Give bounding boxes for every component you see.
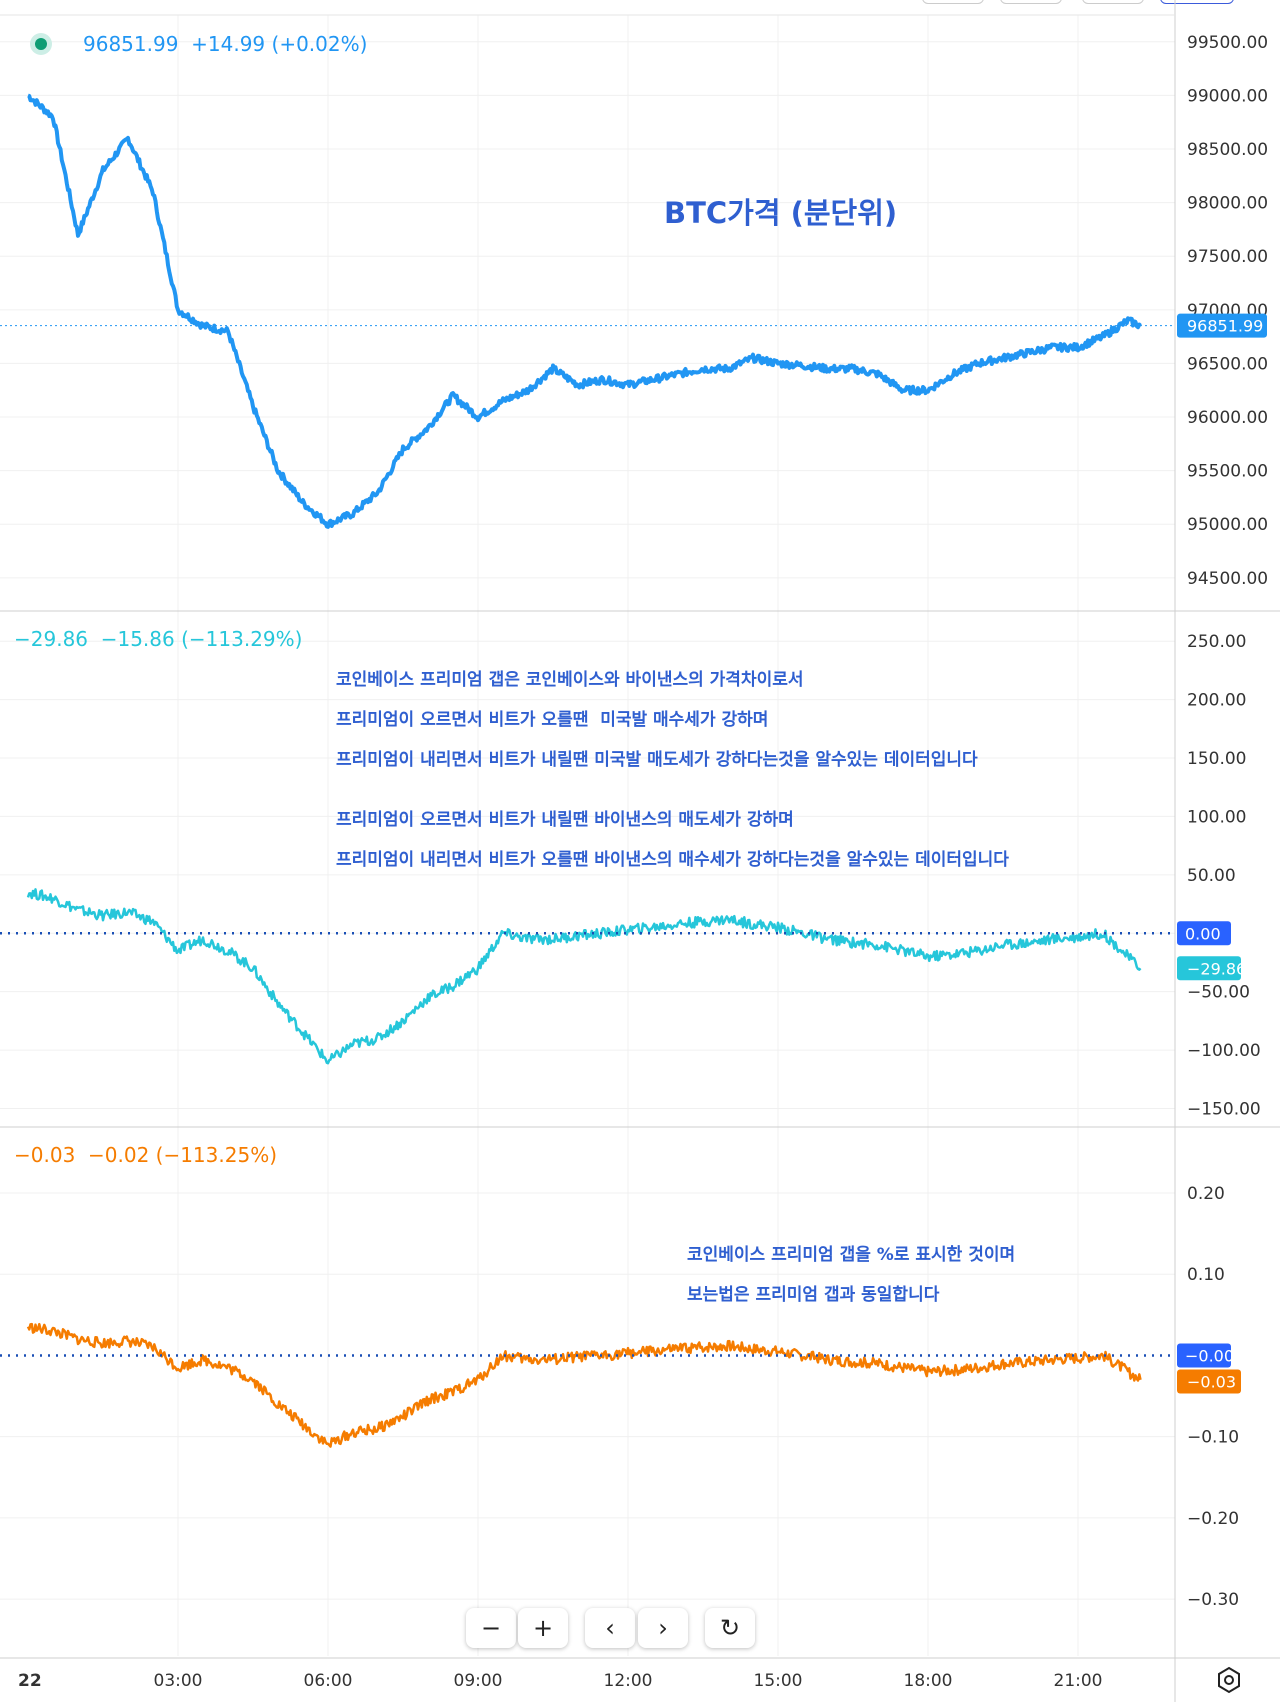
time-tick-label: 15:00	[754, 1671, 803, 1691]
time-tick-label: 06:00	[304, 1671, 353, 1691]
series-line	[26, 1322, 1142, 1448]
time-tick-label: 09:00	[454, 1671, 503, 1691]
pct-note-line: 코인베이스 프리미엄 갭을 %로 표시한 것이며	[687, 1245, 1016, 1265]
price-tick-label: 95500.00	[1187, 462, 1268, 482]
live-dot	[35, 38, 47, 50]
premium-note-line: 프리미엄이 내리면서 비트가 내릴땐 미국발 매도세가 강하다는것을 알수있는 …	[336, 750, 978, 770]
series-line	[26, 888, 1142, 1065]
scroll-right-button[interactable]: ›	[638, 1608, 688, 1648]
btc-title-note: BTC가격 (분단위)	[664, 196, 898, 230]
time-tick-label: 22	[18, 1671, 42, 1691]
price-tick-label: 0.10	[1187, 1265, 1225, 1285]
price-tick-label: 50.00	[1187, 866, 1236, 886]
last-value-badge	[1177, 956, 1241, 981]
price-tick-label: 250.00	[1187, 632, 1246, 652]
settings-icon[interactable]	[1215, 1666, 1243, 1694]
price-tick-label: 0.20	[1187, 1184, 1225, 1204]
price-tick-label: 200.00	[1187, 691, 1246, 711]
series-line	[27, 93, 1142, 529]
scroll-left-button[interactable]: ‹	[585, 1608, 635, 1648]
price-tick-label: −50.00	[1187, 983, 1250, 1003]
price-tick-label: 99000.00	[1187, 86, 1268, 106]
last-value-badge	[1177, 313, 1267, 338]
premium-note-line: 프리미엄이 오르면서 비트가 내릴땐 바이낸스의 매도세가 강하며	[336, 810, 794, 830]
zero-badge	[1177, 921, 1231, 946]
time-tick-label: 03:00	[154, 1671, 203, 1691]
price-tick-label: 150.00	[1187, 749, 1246, 769]
btc-legend: 96851.99 +14.99 (+0.02%)	[83, 32, 368, 56]
pct-note-line: 보는법은 프리미엄 갭과 동일합니다	[687, 1285, 940, 1305]
price-tick-label: 98500.00	[1187, 140, 1268, 160]
last-value-badge	[1177, 1369, 1241, 1394]
price-tick-label: 97500.00	[1187, 247, 1268, 267]
time-tick-label: 18:00	[904, 1671, 953, 1691]
price-tick-label: 94500.00	[1187, 569, 1268, 589]
price-tick-label: 96500.00	[1187, 354, 1268, 374]
last-value-label: −0.03	[1187, 1372, 1236, 1391]
price-tick-label: −0.20	[1187, 1509, 1239, 1529]
premium-pct-legend: −0.03 −0.02 (−113.25%)	[14, 1143, 277, 1167]
price-tick-label: −150.00	[1187, 1099, 1261, 1119]
premium-legend: −29.86 −15.86 (−113.29%)	[14, 627, 303, 651]
last-value-label: 96851.99	[1187, 317, 1263, 336]
zero-badge-label: −0.00	[1185, 1346, 1234, 1365]
price-tick-label: −0.10	[1187, 1428, 1239, 1448]
price-tick-label: 95000.00	[1187, 515, 1268, 535]
time-tick-label: 21:00	[1054, 1671, 1103, 1691]
zero-badge	[1177, 1343, 1231, 1368]
last-value-label: −29.86	[1187, 959, 1246, 978]
time-tick-label: 12:00	[604, 1671, 653, 1691]
price-tick-label: 99500.00	[1187, 33, 1268, 53]
premium-note-line: 프리미엄이 오르면서 비트가 오를땐 미국발 매수세가 강하며	[336, 710, 769, 730]
price-tick-label: 98000.00	[1187, 194, 1268, 214]
zoom-in-button[interactable]: +	[518, 1608, 568, 1648]
zoom-out-button[interactable]: −	[466, 1608, 516, 1648]
premium-note-line: 프리미엄이 내리면서 비트가 오를땐 바이낸스의 매수세가 강하다는것을 알수있…	[336, 850, 1009, 870]
price-tick-label: 96000.00	[1187, 408, 1268, 428]
premium-note-line: 코인베이스 프리미엄 갭은 코인베이스와 바이낸스의 가격차이로서	[336, 670, 804, 690]
price-tick-label: 100.00	[1187, 807, 1246, 827]
reset-chart-button[interactable]: ↻	[705, 1608, 755, 1648]
zero-badge-label: 0.00	[1185, 924, 1221, 943]
price-tick-label: −0.30	[1187, 1590, 1239, 1610]
price-tick-label: −100.00	[1187, 1041, 1261, 1061]
